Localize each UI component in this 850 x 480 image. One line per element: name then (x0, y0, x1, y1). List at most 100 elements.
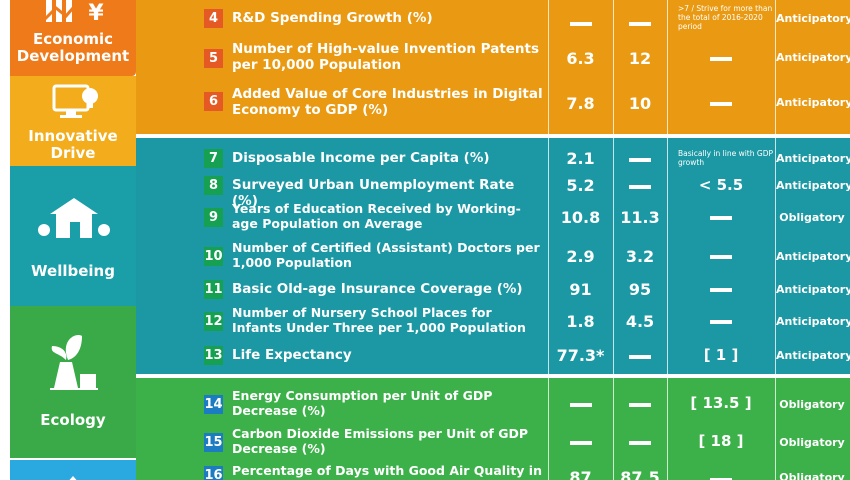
table-row: 15 Carbon Dioxide Emissions per Unit of … (136, 424, 850, 458)
indicator-name: Number of Nursery School Places for Infa… (232, 305, 526, 335)
indicator-name: Added Value of Core Industries in Digita… (232, 86, 543, 118)
monitor-bulb-icon (10, 84, 136, 124)
indicator-name: Life Expectancy (232, 347, 352, 363)
value-2020: 2.1 (566, 149, 595, 168)
value-2025 (614, 346, 666, 365)
attribute: Anticipatory (776, 283, 850, 296)
value-2025: 95 (628, 280, 652, 299)
indicator-name: Years of Education Received by Working-a… (232, 201, 521, 231)
cumulative (668, 247, 774, 265)
value-2025: 87.5 (620, 468, 660, 480)
indicator-name: Number of Certified (Assistant) Doctors … (232, 240, 540, 270)
value-2025: 10 (628, 94, 652, 113)
dash-icon (629, 157, 651, 162)
attribute: Anticipatory (776, 315, 850, 328)
chart-yen-icon: ¥ (10, 0, 136, 34)
attribute: Anticipatory (776, 250, 850, 263)
row-number: 9 (204, 208, 223, 227)
category-label-wellbeing: Wellbeing (31, 262, 115, 280)
category-innovative-drive: Innovative Drive (10, 76, 136, 166)
attribute: Obligatory (779, 398, 845, 411)
panel-wellbeing: 7 Disposable Income per Capita (%) 2.1 B… (136, 138, 850, 374)
factory-leaf-icon (10, 330, 136, 396)
indicator-name: Disposable Income per Capita (%) (232, 150, 490, 166)
cumulative: [ 18 ] (698, 432, 744, 450)
value-2020: 91 (569, 280, 592, 299)
value-2020: 87 (569, 468, 592, 480)
value-2020: 7.8 (566, 94, 595, 113)
indicator-name: Surveyed Urban Unemployment Rate (%) (232, 177, 515, 209)
value-2020 (549, 432, 612, 451)
category-ecology: Ecology (10, 306, 136, 458)
table-row: 4 R&D Spending Growth (%) >7 / Strive fo… (136, 0, 850, 36)
table-row: 6 Added Value of Core Industries in Digi… (136, 84, 850, 128)
category-label-ecology: Ecology (40, 411, 106, 429)
row-number: 12 (204, 312, 223, 331)
value-2025: 3.2 (625, 247, 655, 266)
value-2025 (614, 394, 666, 413)
cumulative (668, 312, 774, 330)
table-row: 10 Number of Certified (Assistant) Docto… (136, 239, 850, 273)
value-2025 (614, 13, 666, 32)
table-row: 14 Energy Consumption per Unit of GDP De… (136, 386, 850, 420)
attribute: Anticipatory (776, 12, 850, 25)
value-2025: 4.5 (625, 312, 655, 331)
dash-icon (629, 440, 651, 445)
category-label-economic: Economic Development (16, 30, 130, 65)
dash-icon (710, 254, 732, 259)
indicator-name: Carbon Dioxide Emissions per Unit of GDP… (232, 426, 529, 456)
indicator-name: Number of High-value Invention Patents p… (232, 41, 540, 73)
row-number: 8 (204, 176, 223, 195)
cumulative-note: >7 / Strive for more than the total of 2… (678, 4, 773, 31)
row-number: 16 (204, 466, 223, 480)
value-2020: 6.3 (566, 49, 595, 68)
attribute: Anticipatory (776, 51, 850, 64)
cumulative (668, 280, 774, 298)
row-number: 15 (204, 433, 223, 452)
dash-icon (710, 477, 732, 480)
table-row: 9 Years of Education Received by Working… (136, 200, 850, 234)
cumulative (668, 49, 774, 67)
shield-icon (10, 472, 136, 480)
value-2020 (549, 394, 612, 413)
row-number: 11 (204, 280, 223, 299)
dash-icon (629, 184, 651, 189)
value-2025: 12 (628, 49, 652, 68)
dash-icon (569, 402, 592, 407)
row-number: 10 (204, 247, 223, 266)
value-2025 (614, 149, 666, 168)
dash-icon (710, 319, 732, 324)
cumulative (668, 94, 774, 112)
cumulative: [ 13.5 ] (690, 394, 752, 412)
value-2020: 5.2 (566, 176, 595, 195)
row-number: 7 (204, 149, 223, 168)
row-number: 4 (204, 9, 223, 28)
table-row: 11 Basic Old-age Insurance Coverage (%) … (136, 277, 850, 301)
dash-icon (710, 101, 732, 106)
table-row: 7 Disposable Income per Capita (%) 2.1 B… (136, 146, 850, 170)
cumulative (668, 208, 774, 226)
row-number: 5 (204, 49, 223, 68)
attribute: Obligatory (779, 471, 845, 480)
table-row: 16 Percentage of Days with Good Air Qual… (136, 462, 850, 480)
family-house-icon (10, 194, 136, 248)
panel-ecology: 14 Energy Consumption per Unit of GDP De… (136, 378, 850, 480)
attribute: Anticipatory (776, 179, 850, 192)
row-number: 14 (204, 395, 223, 414)
value-2020: 10.8 (560, 208, 601, 227)
attribute: Obligatory (779, 436, 845, 449)
value-2020: 77.3* (556, 346, 605, 365)
table-row: 12 Number of Nursery School Places for I… (136, 304, 850, 338)
cumulative-note: Basically in line with GDP growth (678, 149, 773, 167)
attribute: Anticipatory (776, 349, 850, 362)
attribute: Obligatory (779, 211, 845, 224)
value-2020 (549, 13, 612, 32)
dash-icon (569, 21, 592, 26)
dash-icon (629, 402, 651, 407)
value-2025 (614, 432, 666, 451)
cumulative (668, 470, 774, 480)
dash-icon (710, 287, 732, 292)
value-2025 (614, 176, 666, 195)
value-2025: 11.3 (620, 208, 660, 227)
category-security (10, 460, 136, 480)
